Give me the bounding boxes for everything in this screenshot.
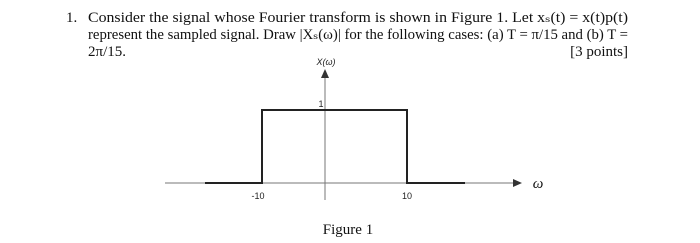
points: [3 points] bbox=[570, 44, 628, 60]
problem-line: represent the sampled signal. Draw |Xₛ(ω… bbox=[88, 27, 628, 43]
tick-label: 10 bbox=[402, 191, 412, 201]
height-label: 1 bbox=[318, 99, 323, 109]
rect-function bbox=[205, 109, 465, 184]
problem-line: Consider the signal whose Fourier transf… bbox=[88, 10, 628, 26]
x-label: ω bbox=[533, 176, 544, 192]
y-label: X(ω) bbox=[315, 57, 335, 67]
figure: X(ω) ω -10 10 1 Figure 1 bbox=[165, 57, 543, 238]
problem-number: 1. bbox=[66, 10, 77, 26]
tick-label: -10 bbox=[251, 191, 264, 201]
y-arrow bbox=[321, 69, 329, 78]
x-arrow bbox=[513, 179, 522, 187]
caption: Figure 1 bbox=[323, 222, 373, 238]
problem-line: 2π/15. bbox=[88, 44, 126, 60]
